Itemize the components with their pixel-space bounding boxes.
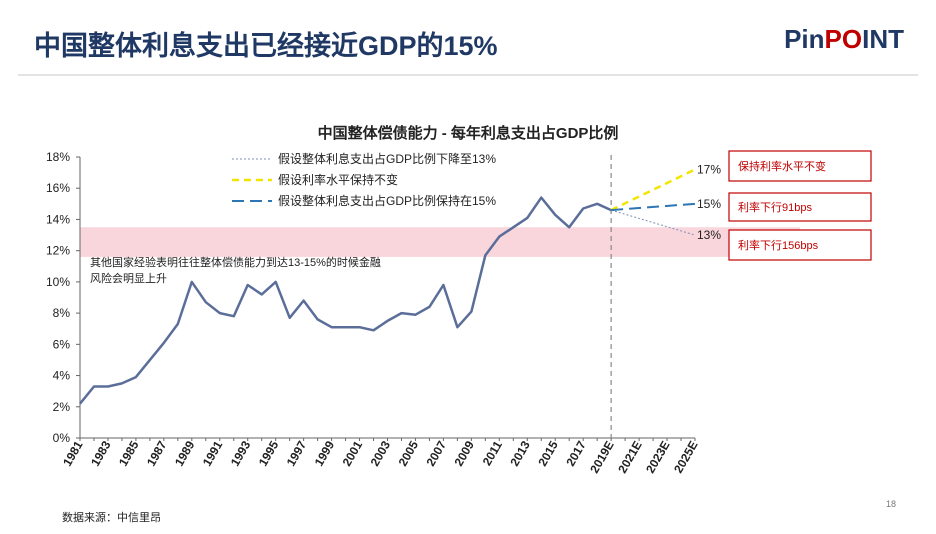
- x-tick-label: 1995: [256, 438, 282, 468]
- callout-text-1: 保持利率水平不变: [738, 159, 826, 173]
- y-tick-label: 14%: [46, 212, 70, 226]
- x-tick-label: 2001: [340, 438, 366, 468]
- x-tick-label: 1989: [172, 438, 198, 468]
- x-tick-label: 1987: [144, 438, 170, 468]
- chart-title: 中国整体偿债能力 - 每年利息支出占GDP比例: [318, 124, 619, 142]
- x-tick-label: 1993: [228, 438, 254, 468]
- y-tick-label: 4%: [53, 369, 71, 383]
- x-tick-label: 2021E: [615, 439, 644, 476]
- x-tick-label: 1983: [88, 438, 114, 468]
- band-note-line-2: 风险会明显上升: [90, 271, 167, 285]
- callout-text-2: 利率下行91bps: [738, 200, 812, 214]
- end-label-2: 15%: [697, 197, 721, 211]
- y-tick-label: 16%: [46, 181, 70, 195]
- y-tick-label: 2%: [53, 400, 71, 414]
- y-tick-label: 8%: [53, 306, 71, 320]
- legend-label-3: 假设整体利息支出占GDP比例保持在15%: [278, 193, 496, 208]
- x-tick-label: 2023E: [643, 439, 672, 476]
- end-label-3: 13%: [697, 228, 721, 242]
- pinpoint-logo: PinPOINT: [784, 24, 904, 55]
- x-tick-label: 2011: [480, 438, 505, 468]
- projection-line-2: [610, 168, 696, 212]
- x-tick-label: 2005: [396, 438, 422, 468]
- legend-label-1: 假设整体利息支出占GDP比例下降至13%: [278, 151, 496, 166]
- page-number: 18: [885, 499, 896, 509]
- projection-line-3: [611, 202, 696, 212]
- callout-text-3: 利率下行156bps: [738, 238, 819, 252]
- y-tick-label: 12%: [46, 244, 70, 258]
- x-tick-label: 2007: [424, 438, 450, 468]
- risk-band: [80, 227, 800, 257]
- x-tick-label: 2013: [507, 438, 533, 468]
- legend-label-2: 假设利率水平保持不变: [278, 172, 398, 187]
- x-tick-label: 1997: [284, 438, 310, 468]
- callout-box-2: [728, 192, 872, 222]
- x-tick-label: 1985: [116, 438, 142, 468]
- logo-text-po: PO: [824, 24, 863, 54]
- logo-text-int: INT: [862, 24, 904, 54]
- x-tick-label: 2003: [368, 438, 394, 468]
- historical-line: [79, 196, 612, 405]
- band-note-line-1: 其他国家经验表明往往整体偿债能力到达13-15%的时候金融: [90, 255, 381, 269]
- x-tick-label: 1999: [312, 438, 338, 468]
- x-tick-label: 2025E: [671, 439, 700, 476]
- y-tick-label: 6%: [53, 337, 71, 351]
- x-tick-label: 2015: [535, 438, 561, 468]
- title-divider: [18, 74, 918, 76]
- plot-area: 0%2%4%6%8%10%12%14%16%18%1981 1983 1985 198…: [46, 150, 872, 476]
- y-tick-label: 10%: [46, 275, 70, 289]
- callout-box-3: [728, 229, 872, 261]
- logo-text-pin: Pin: [784, 24, 825, 54]
- slide-title: 中国整体利息支出已经接近GDP的15%: [34, 31, 498, 61]
- projection-line-1: [610, 209, 696, 236]
- y-tick-label: 0%: [53, 431, 71, 445]
- y-tick-label: 18%: [46, 150, 70, 164]
- end-label-1: 17%: [697, 162, 721, 176]
- x-tick-label: 2009: [451, 438, 477, 468]
- callout-box-1: [728, 150, 872, 182]
- x-tick-label: 2017: [563, 438, 589, 468]
- data-source: 数据来源：中信里昂: [62, 512, 161, 524]
- x-tick-label: 1991: [200, 438, 226, 468]
- x-tick-label: 2019E: [587, 439, 616, 476]
